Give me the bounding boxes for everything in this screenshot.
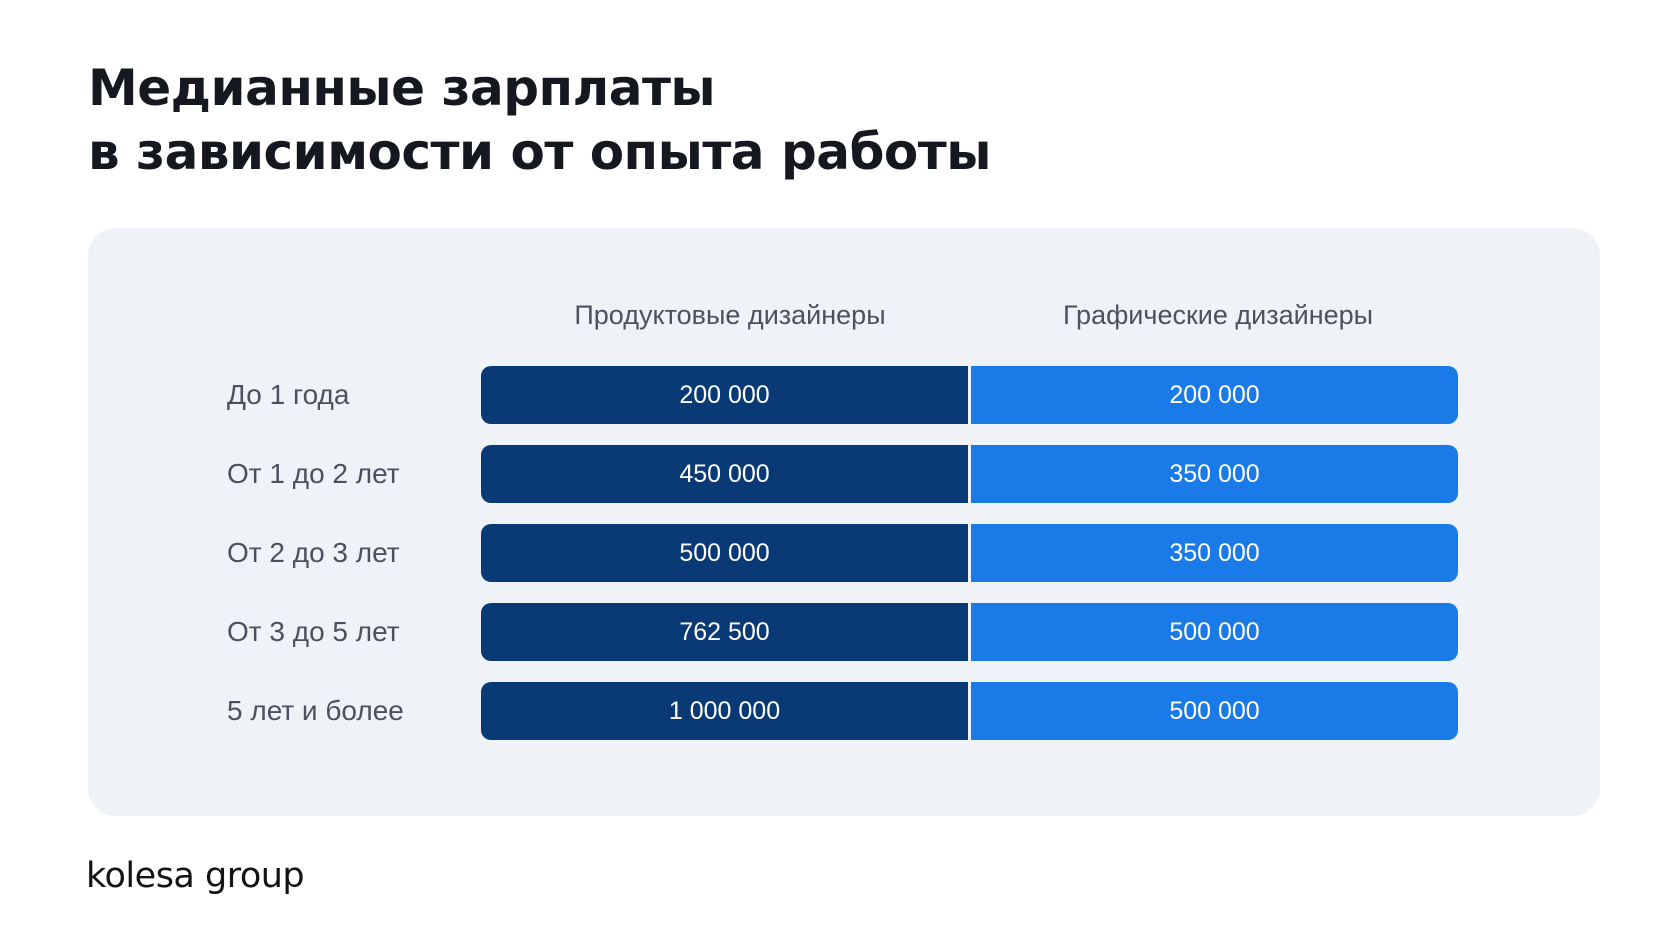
bar-graphic-salary: 500 000: [971, 603, 1458, 661]
column-header-graphic-designers: Графические дизайнеры: [1062, 300, 1374, 330]
row-label-experience: От 3 до 5 лет: [227, 616, 400, 647]
bar-graphic-salary: 350 000: [971, 524, 1458, 582]
row-label-experience: До 1 года: [227, 379, 350, 410]
bar-product-salary: 500 000: [481, 524, 968, 582]
row-label-experience: От 2 до 3 лет: [227, 537, 400, 568]
title-line-2: в зависимости от опыта работы: [88, 123, 991, 181]
bar-graphic-salary: 200 000: [971, 366, 1458, 424]
bar-graphic-salary: 350 000: [971, 445, 1458, 503]
row-label-experience: От 1 до 2 лет: [227, 458, 400, 489]
kolesa-group-logo: kolesa group: [86, 856, 305, 896]
row-label-experience: 5 лет и более: [227, 695, 404, 726]
bar-product-salary: 762 500: [481, 603, 968, 661]
bar-graphic-salary: 500 000: [971, 682, 1458, 740]
bar-product-salary: 1 000 000: [481, 682, 968, 740]
page-title: Медианные зарплаты в зависимости от опыт…: [88, 56, 991, 184]
bar-product-salary: 200 000: [481, 366, 968, 424]
title-line-1: Медианные зарплаты: [88, 59, 716, 117]
column-header-product-designers: Продуктовые дизайнеры: [574, 300, 886, 330]
bar-product-salary: 450 000: [481, 445, 968, 503]
